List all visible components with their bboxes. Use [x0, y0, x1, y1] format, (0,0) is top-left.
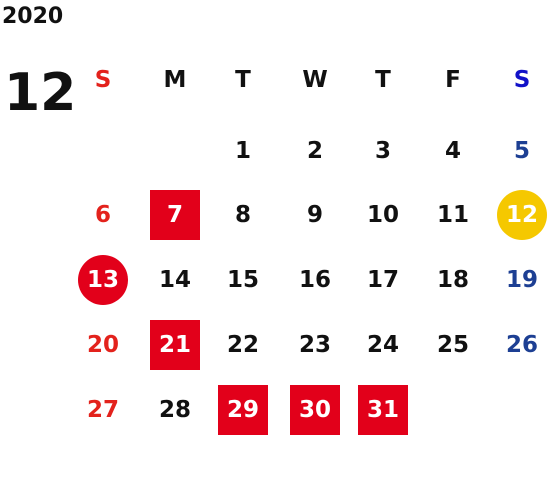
- date: 26: [505, 332, 538, 358]
- date: 6: [94, 202, 111, 228]
- date: 18: [436, 267, 469, 293]
- date: 2: [306, 138, 323, 164]
- highlighted-date: 12: [497, 190, 547, 240]
- date: 1: [234, 138, 251, 164]
- highlighted-date: 29: [218, 385, 268, 435]
- date: 22: [226, 332, 259, 358]
- highlighted-date: 13: [78, 255, 128, 305]
- highlighted-date: 30: [290, 385, 340, 435]
- year: 2020: [2, 4, 64, 29]
- weekday-label: S: [513, 67, 531, 93]
- date: 3: [374, 138, 391, 164]
- date: 24: [366, 332, 399, 358]
- month: 12: [4, 63, 77, 123]
- date: 28: [158, 397, 191, 423]
- date: 27: [86, 397, 119, 423]
- weekday-label: S: [94, 67, 112, 93]
- date: 20: [86, 332, 119, 358]
- weekday-label: T: [235, 67, 251, 93]
- date: 23: [298, 332, 331, 358]
- date: 4: [444, 138, 461, 164]
- weekday-label: F: [445, 67, 461, 93]
- date: 19: [505, 267, 538, 293]
- date: 15: [226, 267, 259, 293]
- weekday-label: T: [375, 67, 391, 93]
- weekday-label: W: [302, 67, 328, 93]
- date: 11: [436, 202, 469, 228]
- weekday-label: M: [163, 67, 187, 93]
- date: 16: [298, 267, 331, 293]
- highlighted-date: 21: [150, 320, 200, 370]
- date: 17: [366, 267, 399, 293]
- date: 25: [436, 332, 469, 358]
- highlighted-date: 31: [358, 385, 408, 435]
- date: 5: [513, 138, 530, 164]
- date: 10: [366, 202, 399, 228]
- date: 9: [306, 202, 323, 228]
- date: 14: [158, 267, 191, 293]
- highlighted-date: 7: [150, 190, 200, 240]
- date: 8: [234, 202, 251, 228]
